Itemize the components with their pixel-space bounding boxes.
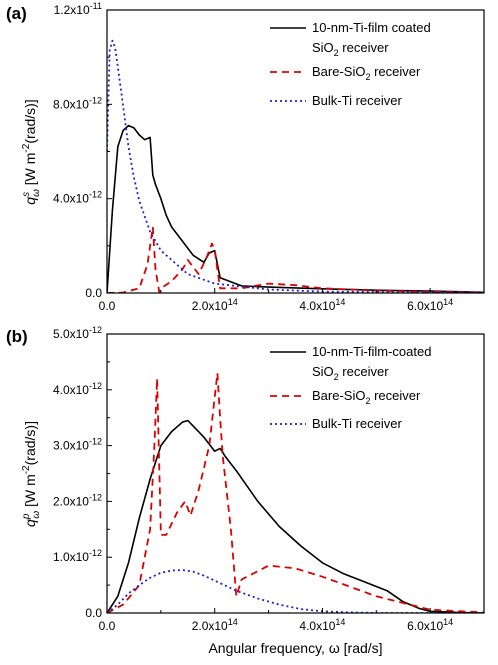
series-line-2 bbox=[107, 372, 484, 613]
y-tick-label: 0.0 bbox=[85, 286, 102, 300]
x-tick-label: 4.0x1014 bbox=[299, 617, 345, 633]
series-line-3 bbox=[107, 39, 484, 293]
y-tick-label: 0.0 bbox=[85, 606, 102, 620]
series-group bbox=[107, 39, 484, 293]
x-tick-label: 4.0x1014 bbox=[299, 297, 345, 313]
legend-label-3: Bulk-Ti receiver bbox=[312, 416, 402, 431]
x-tick-label: 2.0x1014 bbox=[192, 617, 238, 633]
x-tick-label: 6.0x1014 bbox=[407, 617, 453, 633]
y-axis-title: qpω [W m-2(rad/s)] bbox=[21, 421, 42, 527]
panel-label: (b) bbox=[6, 327, 28, 346]
x-tick-label: 0.0 bbox=[99, 299, 116, 313]
x-tick-label: 0.0 bbox=[99, 619, 116, 633]
y-tick-label: 4.0x10-12 bbox=[53, 190, 102, 206]
legend-label-2: Bare-SiO2 receiver bbox=[312, 388, 421, 406]
legend: 10-nm-Ti-film-coated SiO2 receiver Bare-Si… bbox=[270, 344, 431, 431]
y-axis-title: qsω [W m-2(rad/s)] bbox=[21, 99, 42, 204]
x-tick-label: 2.0x1014 bbox=[192, 297, 238, 313]
plot-frame bbox=[106, 9, 485, 294]
series-line-1 bbox=[107, 124, 484, 293]
chart-panel-a: 0.0 2.0x1014 4.0x1014 6.0x1014 0.0 4.0x10-12 8… bbox=[6, 1, 485, 313]
x-axis-title: Angular frequency, ω [rad/s] bbox=[208, 640, 382, 656]
y-tick-label: 4.0x10-12 bbox=[53, 381, 102, 397]
series-line-1 bbox=[107, 419, 484, 613]
y-tick-label: 5.0x10-12 bbox=[53, 325, 102, 341]
chart-panel-b: 0.0 2.0x1014 4.0x1014 6.0x1014 0.0 1.0x10-12 2… bbox=[6, 325, 485, 656]
y-tick-label: 1.2x10-11 bbox=[54, 1, 102, 17]
legend-label-1: 10-nm-Ti-film-coated bbox=[312, 344, 431, 359]
panel-label: (a) bbox=[6, 4, 27, 23]
legend: 10-nm-Ti-film coated SiO2 receiver Bare-Si… bbox=[270, 20, 431, 108]
y-tick-label: 3.0x10-12 bbox=[53, 437, 102, 453]
y-tick-label: 1.0x10-12 bbox=[53, 548, 102, 564]
y-tick-label: 8.0x10-12 bbox=[53, 95, 102, 111]
legend-label-2: Bare-SiO2 receiver bbox=[312, 64, 421, 82]
series-line-3 bbox=[107, 569, 484, 613]
legend-label-1: SiO2 receiver bbox=[312, 40, 389, 58]
x-tick-label: 6.0x1014 bbox=[407, 297, 453, 313]
y-tick-label: 2.0x10-12 bbox=[53, 492, 102, 508]
plot-frame bbox=[106, 333, 485, 614]
series-line-2 bbox=[107, 226, 484, 293]
legend-label-1: SiO2 receiver bbox=[312, 364, 389, 382]
series-group bbox=[107, 372, 484, 613]
legend-label-1: 10-nm-Ti-film coated bbox=[312, 20, 431, 35]
legend-label-3: Bulk-Ti receiver bbox=[312, 93, 402, 108]
